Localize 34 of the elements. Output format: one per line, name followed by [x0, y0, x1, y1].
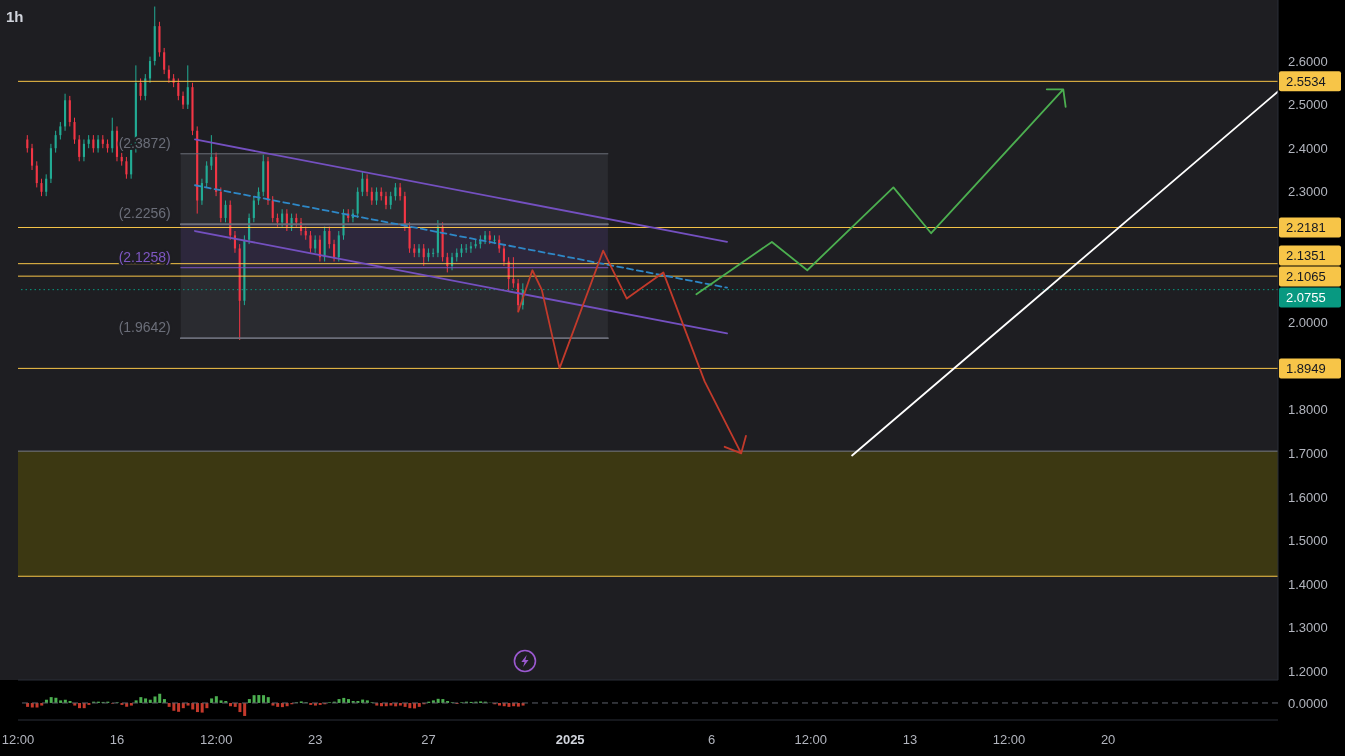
x-tick-label: 2025 [555, 732, 585, 747]
text: 1h [6, 8, 24, 25]
ref-line-label: 2.1351 [1286, 248, 1326, 264]
ref-line-label: 0.0000 [1288, 695, 1328, 711]
x-tick-label: 16 [109, 732, 125, 747]
x-tick-label: 12:00 [1, 732, 35, 747]
x-tick-label: 12:00 [794, 732, 828, 747]
x-tick-label: 20 [1100, 732, 1116, 747]
annotation: (1.9642) [118, 319, 171, 336]
ref-line-label: 1.8949 [1286, 361, 1326, 377]
y-tick-label: 2.0000 [1288, 315, 1328, 331]
x-tick-label: 23 [308, 732, 323, 747]
annotation: (2.1258) [118, 248, 171, 265]
y-tick-label: 1.7000 [1288, 445, 1328, 461]
x-tick-label: 27 [421, 732, 436, 747]
annotation: (2.2256) [118, 205, 171, 222]
y-tick-label: 1.3000 [1288, 620, 1328, 636]
y-tick-label: 2.3000 [1288, 184, 1328, 200]
y-tick-label: 1.4000 [1288, 576, 1328, 592]
x-tick-label: 12:00 [992, 732, 1026, 747]
y-tick-label: 2.4000 [1288, 140, 1328, 156]
x-tick-label: 13 [902, 732, 918, 747]
y-tick-label: 1.8000 [1288, 402, 1328, 418]
ref-line-label: 2.2181 [1286, 220, 1326, 236]
ref-line-label: 2.1065 [1286, 269, 1326, 285]
y-tick-label: 1.6000 [1288, 489, 1328, 505]
y-tick-label: 2.6000 [1288, 53, 1328, 69]
y-tick-label: 1.5000 [1288, 533, 1328, 549]
ref-line-label: 2.5534 [1286, 74, 1326, 90]
y-tick-label: 2.5000 [1288, 97, 1328, 113]
ref-line-label: 2.0755 [1286, 290, 1326, 306]
x-tick-label: 6 [708, 732, 716, 747]
y-tick-label: 1.2000 [1288, 663, 1328, 679]
x-tick-label: 12:00 [199, 732, 233, 747]
